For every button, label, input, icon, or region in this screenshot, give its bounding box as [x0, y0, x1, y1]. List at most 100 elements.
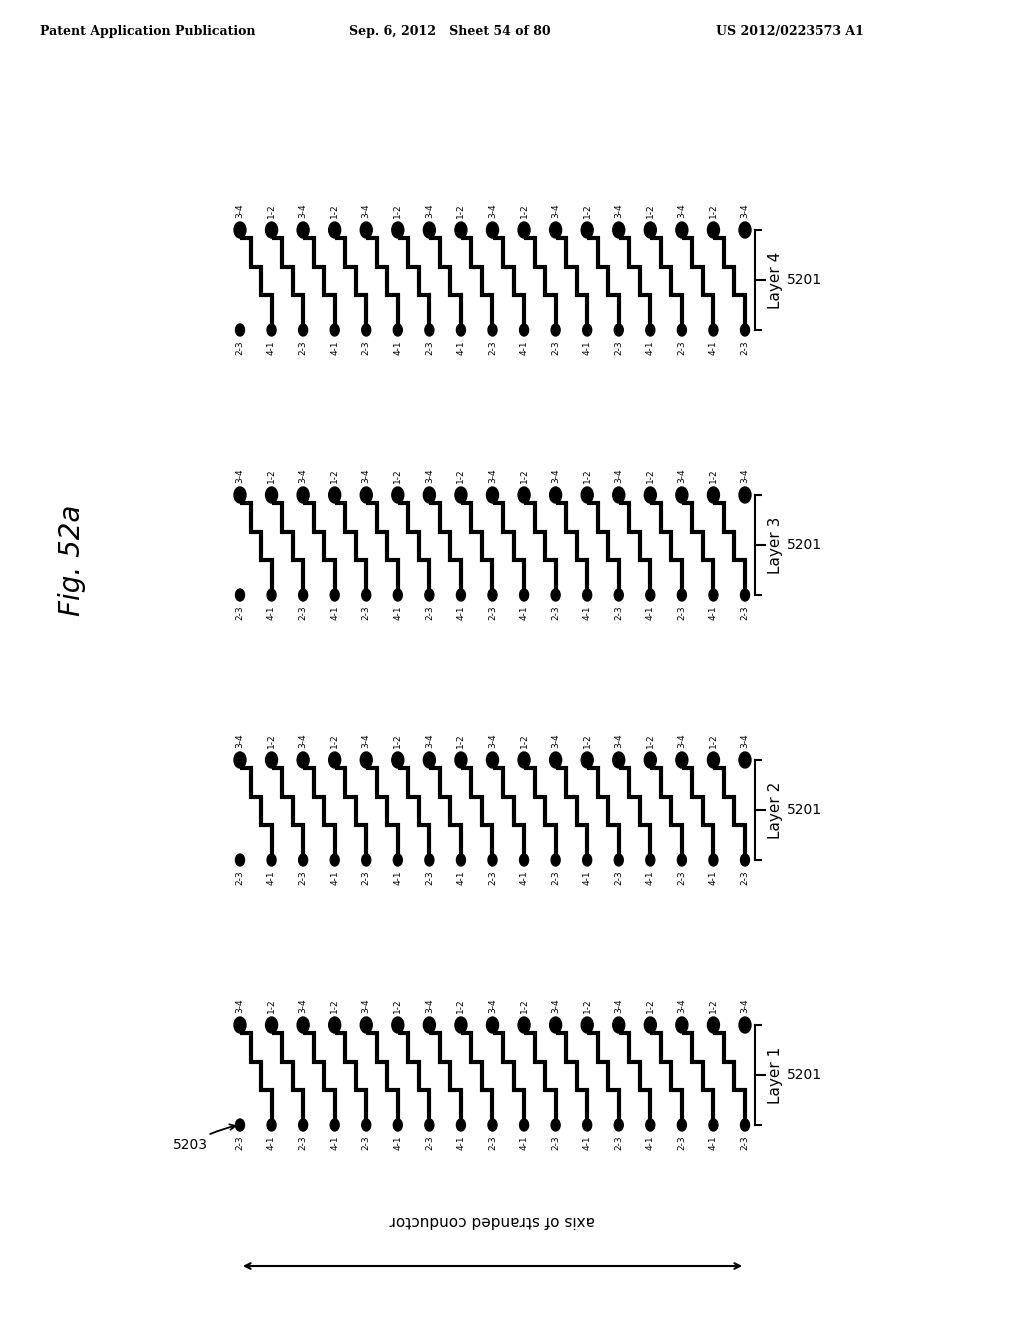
Ellipse shape: [392, 222, 403, 238]
Ellipse shape: [709, 323, 718, 337]
Ellipse shape: [267, 323, 276, 337]
Text: 5201: 5201: [787, 803, 822, 817]
Text: 4-1: 4-1: [709, 341, 718, 355]
Text: 3-4: 3-4: [614, 469, 624, 483]
Text: 5201: 5201: [787, 539, 822, 552]
Ellipse shape: [551, 589, 560, 601]
Text: 1-2: 1-2: [330, 203, 339, 218]
Ellipse shape: [393, 854, 402, 866]
Ellipse shape: [550, 222, 561, 238]
Text: 4-1: 4-1: [267, 605, 276, 619]
Text: 2-3: 2-3: [614, 870, 624, 884]
Text: 4-1: 4-1: [646, 605, 654, 619]
Text: 3-4: 3-4: [299, 469, 307, 483]
Ellipse shape: [425, 323, 434, 337]
Ellipse shape: [457, 1119, 466, 1131]
Text: 1-2: 1-2: [267, 734, 276, 748]
Ellipse shape: [677, 323, 686, 337]
Text: 2-3: 2-3: [740, 1135, 750, 1150]
Ellipse shape: [582, 222, 593, 238]
Text: 2-3: 2-3: [614, 1135, 624, 1150]
Ellipse shape: [518, 1016, 530, 1034]
Text: 1-2: 1-2: [393, 469, 402, 483]
Text: 1-2: 1-2: [646, 203, 654, 218]
Ellipse shape: [488, 854, 497, 866]
Ellipse shape: [676, 222, 688, 238]
Text: 1-2: 1-2: [646, 998, 654, 1012]
Ellipse shape: [646, 1119, 654, 1131]
Ellipse shape: [455, 1016, 467, 1034]
Text: 3-4: 3-4: [488, 469, 497, 483]
Ellipse shape: [488, 1119, 497, 1131]
Text: 4-1: 4-1: [457, 341, 466, 355]
Ellipse shape: [297, 222, 309, 238]
Ellipse shape: [708, 1016, 720, 1034]
Ellipse shape: [519, 323, 528, 337]
Ellipse shape: [265, 222, 278, 238]
Ellipse shape: [709, 1119, 718, 1131]
Text: 4-1: 4-1: [393, 341, 402, 355]
Text: 1-2: 1-2: [519, 203, 528, 218]
Ellipse shape: [392, 752, 403, 768]
Text: 4-1: 4-1: [519, 870, 528, 884]
Text: 4-1: 4-1: [330, 870, 339, 884]
Ellipse shape: [612, 752, 625, 768]
Ellipse shape: [393, 323, 402, 337]
Text: 3-4: 3-4: [361, 734, 371, 748]
Text: Layer 4: Layer 4: [768, 251, 783, 309]
Text: 1-2: 1-2: [646, 734, 654, 748]
Text: 3-4: 3-4: [677, 203, 686, 218]
Text: 3-4: 3-4: [236, 203, 245, 218]
Text: 3-4: 3-4: [551, 998, 560, 1012]
Text: 1-2: 1-2: [583, 734, 592, 748]
Ellipse shape: [550, 752, 561, 768]
Ellipse shape: [330, 1119, 339, 1131]
Text: 3-4: 3-4: [740, 469, 750, 483]
Ellipse shape: [486, 1016, 499, 1034]
Text: 4-1: 4-1: [267, 341, 276, 355]
Ellipse shape: [455, 222, 467, 238]
Text: 3-4: 3-4: [425, 469, 434, 483]
Ellipse shape: [646, 323, 654, 337]
Text: 2-3: 2-3: [677, 341, 686, 355]
Text: 4-1: 4-1: [519, 341, 528, 355]
Text: 4-1: 4-1: [583, 1135, 592, 1150]
Text: 1-2: 1-2: [646, 469, 654, 483]
Ellipse shape: [708, 752, 720, 768]
Text: 1-2: 1-2: [583, 469, 592, 483]
Ellipse shape: [267, 589, 276, 601]
Text: 2-3: 2-3: [488, 605, 497, 619]
Text: 4-1: 4-1: [267, 1135, 276, 1150]
Text: 2-3: 2-3: [236, 870, 245, 884]
Ellipse shape: [425, 1119, 434, 1131]
Text: 2-3: 2-3: [361, 605, 371, 619]
Text: 2-3: 2-3: [551, 341, 560, 355]
Text: 2-3: 2-3: [299, 1135, 307, 1150]
Text: axis of stranded conductor: axis of stranded conductor: [390, 1213, 595, 1228]
Ellipse shape: [519, 854, 528, 866]
Text: 4-1: 4-1: [519, 605, 528, 619]
Ellipse shape: [739, 487, 751, 503]
Text: 2-3: 2-3: [740, 341, 750, 355]
Text: 3-4: 3-4: [740, 734, 750, 748]
Text: 2-3: 2-3: [677, 870, 686, 884]
Text: 1-2: 1-2: [457, 469, 466, 483]
Ellipse shape: [297, 487, 309, 503]
Text: 4-1: 4-1: [519, 1135, 528, 1150]
Text: 2-3: 2-3: [551, 1135, 560, 1150]
Ellipse shape: [677, 589, 686, 601]
Text: US 2012/0223573 A1: US 2012/0223573 A1: [716, 25, 864, 38]
Ellipse shape: [234, 222, 246, 238]
Text: 1-2: 1-2: [583, 203, 592, 218]
Text: 1-2: 1-2: [330, 998, 339, 1012]
Ellipse shape: [330, 589, 339, 601]
Text: 4-1: 4-1: [583, 605, 592, 619]
Ellipse shape: [299, 1119, 307, 1131]
Text: Sep. 6, 2012   Sheet 54 of 80: Sep. 6, 2012 Sheet 54 of 80: [349, 25, 551, 38]
Ellipse shape: [360, 222, 373, 238]
Text: 3-4: 3-4: [361, 203, 371, 218]
Text: 3-4: 3-4: [740, 203, 750, 218]
Ellipse shape: [488, 323, 497, 337]
Ellipse shape: [644, 222, 656, 238]
Text: 4-1: 4-1: [583, 870, 592, 884]
